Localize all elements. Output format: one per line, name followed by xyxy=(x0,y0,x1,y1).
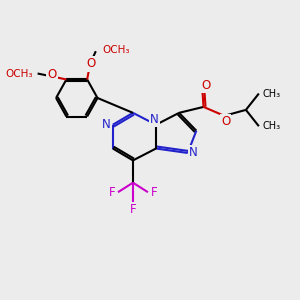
Text: OCH₃: OCH₃ xyxy=(6,68,33,79)
Text: OCH₃: OCH₃ xyxy=(102,45,130,55)
Text: F: F xyxy=(150,186,157,199)
Text: O: O xyxy=(87,58,96,70)
Text: CH₃: CH₃ xyxy=(262,88,280,98)
Text: N: N xyxy=(189,146,198,160)
Text: N: N xyxy=(150,113,159,126)
Text: O: O xyxy=(202,79,211,92)
Text: CH₃: CH₃ xyxy=(262,121,280,131)
Text: O: O xyxy=(47,68,57,82)
Text: F: F xyxy=(109,186,116,199)
Text: F: F xyxy=(130,203,136,216)
Text: O: O xyxy=(221,115,230,128)
Text: N: N xyxy=(102,118,111,131)
